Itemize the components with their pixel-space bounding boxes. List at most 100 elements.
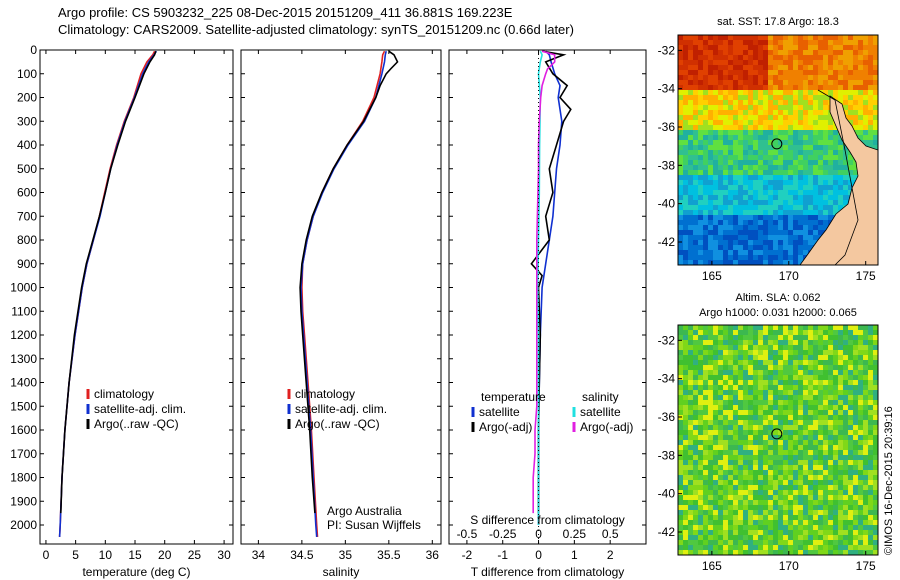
- map-cell: [873, 415, 878, 421]
- map-cell: [718, 415, 724, 421]
- map-cell: [738, 180, 744, 186]
- map-cell: [708, 70, 714, 76]
- map-cell: [823, 395, 829, 401]
- map-cell: [778, 445, 784, 451]
- map-cell: [793, 250, 799, 256]
- map-cell: [723, 140, 729, 146]
- map-cell: [713, 450, 719, 456]
- map-cell: [848, 510, 854, 516]
- map-cell: [758, 400, 764, 406]
- map-cell: [848, 460, 854, 466]
- map-cell: [713, 45, 719, 51]
- map-cell: [768, 135, 774, 141]
- map-cell: [738, 410, 744, 416]
- map-cell: [813, 230, 819, 236]
- map-cell: [758, 80, 764, 86]
- map-cell: [678, 495, 684, 501]
- map-cell: [688, 530, 694, 536]
- map-cell: [873, 370, 878, 376]
- map-cell: [838, 365, 844, 371]
- map-cell: [718, 405, 724, 411]
- map-cell: [858, 395, 864, 401]
- map-cell: [788, 100, 794, 106]
- map-cell: [728, 170, 734, 176]
- map-cell: [733, 190, 739, 196]
- map-cell: [703, 250, 709, 256]
- map-cell: [843, 195, 849, 201]
- map-cell: [798, 510, 804, 516]
- map-cell: [828, 135, 834, 141]
- map-cell: [853, 345, 859, 351]
- map-cell: [768, 425, 774, 431]
- map-cell: [838, 450, 844, 456]
- map-cell: [818, 460, 824, 466]
- map-cell: [723, 520, 729, 526]
- map-cell: [838, 185, 844, 191]
- map-y-tick-label: -36: [658, 120, 676, 134]
- map-cell: [713, 475, 719, 481]
- map-cell: [788, 230, 794, 236]
- map-cell: [688, 365, 694, 371]
- map-cell: [853, 445, 859, 451]
- map-cell: [693, 495, 699, 501]
- map-cell: [783, 225, 789, 231]
- map-cell: [848, 60, 854, 66]
- map-cell: [718, 95, 724, 101]
- map-cell: [873, 355, 878, 361]
- map-cell: [823, 485, 829, 491]
- map-cell: [743, 40, 749, 46]
- map-cell: [718, 540, 724, 546]
- map-cell: [768, 145, 774, 151]
- map-cell: [818, 70, 824, 76]
- map-cell: [748, 225, 754, 231]
- map-cell: [713, 535, 719, 541]
- map-cell: [788, 360, 794, 366]
- map-cell: [788, 380, 794, 386]
- map-cell: [753, 465, 759, 471]
- map-cell: [718, 155, 724, 161]
- map-cell: [733, 130, 739, 136]
- map-cell: [713, 100, 719, 106]
- map-cell: [753, 350, 759, 356]
- map-cell: [683, 175, 689, 181]
- map-cell: [843, 40, 849, 46]
- map-cell: [793, 160, 799, 166]
- map-cell: [743, 195, 749, 201]
- map-cell: [873, 75, 878, 81]
- map-cell: [698, 230, 704, 236]
- map-cell: [708, 190, 714, 196]
- map-cell: [768, 395, 774, 401]
- map-cell: [743, 260, 749, 265]
- map-cell: [818, 50, 824, 56]
- map-cell: [853, 40, 859, 46]
- map-cell: [803, 380, 809, 386]
- map-cell: [728, 210, 734, 216]
- map-cell: [793, 520, 799, 526]
- map-cell: [778, 125, 784, 131]
- map-cell: [848, 95, 854, 101]
- map-cell: [823, 135, 829, 141]
- map-cell: [703, 135, 709, 141]
- x-tick-label: 30: [217, 548, 231, 562]
- map-cell: [863, 370, 869, 376]
- map-cell: [778, 245, 784, 251]
- map-cell: [773, 345, 779, 351]
- map-cell: [683, 160, 689, 166]
- map-cell: [798, 465, 804, 471]
- map-cell: [773, 340, 779, 346]
- map-cell: [863, 420, 869, 426]
- map-cell: [773, 365, 779, 371]
- map-cell: [818, 430, 824, 436]
- map-cell: [793, 165, 799, 171]
- map-cell: [843, 330, 849, 336]
- map-cell: [803, 395, 809, 401]
- map-cell: [808, 525, 814, 531]
- map-cell: [813, 155, 819, 161]
- map-cell: [688, 425, 694, 431]
- map-cell: [778, 55, 784, 61]
- map-cell: [763, 435, 769, 441]
- map-cell: [703, 65, 709, 71]
- map-cell: [708, 425, 714, 431]
- map-cell: [743, 205, 749, 211]
- map-cell: [713, 195, 719, 201]
